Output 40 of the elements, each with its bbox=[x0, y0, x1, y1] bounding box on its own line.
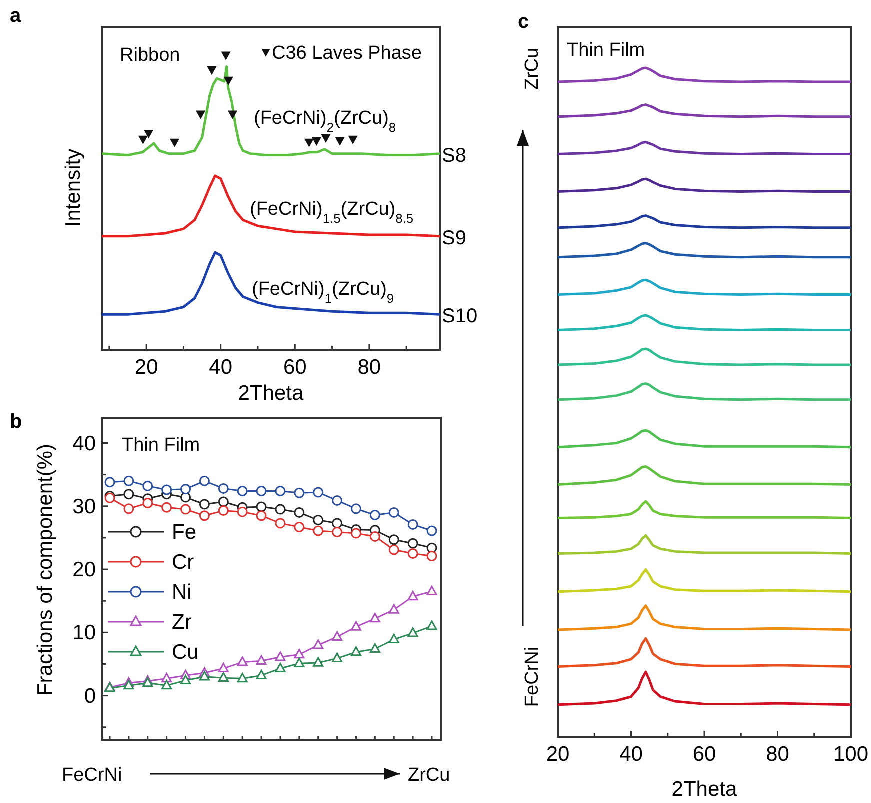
x-tick-label: 40 bbox=[209, 356, 233, 379]
y-tick-label: 30 bbox=[72, 495, 96, 518]
y-tick-label: 40 bbox=[72, 432, 96, 456]
text: Thin Film bbox=[567, 40, 646, 61]
x-tick-label: 40 bbox=[620, 743, 643, 766]
x-axis-title: 2Theta bbox=[238, 382, 304, 405]
y-tick-label: 20 bbox=[72, 558, 96, 582]
text: ZrCu bbox=[408, 765, 450, 786]
y-tick-label: 10 bbox=[72, 622, 96, 645]
legend-label: Fe bbox=[172, 520, 197, 544]
chart-title: c bbox=[518, 11, 530, 33]
x-tick-label: 20 bbox=[546, 743, 570, 766]
x-tick-label: 80 bbox=[766, 743, 790, 766]
legend-label: C36 Laves Phase bbox=[272, 43, 422, 64]
annotation: Ribbon bbox=[120, 45, 180, 66]
x-tick-label: 20 bbox=[134, 356, 158, 379]
legend-label: Zr bbox=[172, 610, 192, 634]
text: FeCrNi bbox=[62, 765, 122, 786]
legend-label: Cu bbox=[172, 640, 199, 664]
chart-title: a bbox=[10, 5, 22, 27]
x-tick-label: 60 bbox=[283, 356, 307, 379]
x-axis-title: 2Theta bbox=[672, 778, 738, 801]
annotation: (FeCrNi)$_{1}$(ZrCu)$_{9}$ bbox=[252, 279, 394, 306]
series-label: S8 bbox=[442, 144, 466, 167]
y-tick-label: 0 bbox=[84, 684, 96, 708]
annotation: (FeCrNi)$_{1.5}$(ZrCu)$_{8.5}$ bbox=[250, 199, 414, 226]
legend-label: Cr bbox=[172, 550, 194, 574]
x-tick-label: 60 bbox=[692, 743, 716, 766]
legend-label: Ni bbox=[172, 580, 192, 604]
annotation: (FeCrNi)$_{2}$(ZrCu)$_{8}$ bbox=[254, 108, 396, 134]
x-tick-label: 100 bbox=[833, 743, 869, 766]
series-label: S9 bbox=[442, 227, 466, 250]
x-tick-label: 80 bbox=[358, 356, 382, 379]
text: ZrCu bbox=[522, 48, 544, 90]
y-axis-title: Fractions of component(%) bbox=[34, 444, 57, 696]
series-label: S10 bbox=[442, 306, 478, 328]
annotation: Thin Film bbox=[122, 435, 200, 456]
text: FeCrNi bbox=[522, 646, 544, 708]
chart-title: b bbox=[10, 411, 22, 433]
y-axis-title: Intensity bbox=[62, 148, 85, 228]
